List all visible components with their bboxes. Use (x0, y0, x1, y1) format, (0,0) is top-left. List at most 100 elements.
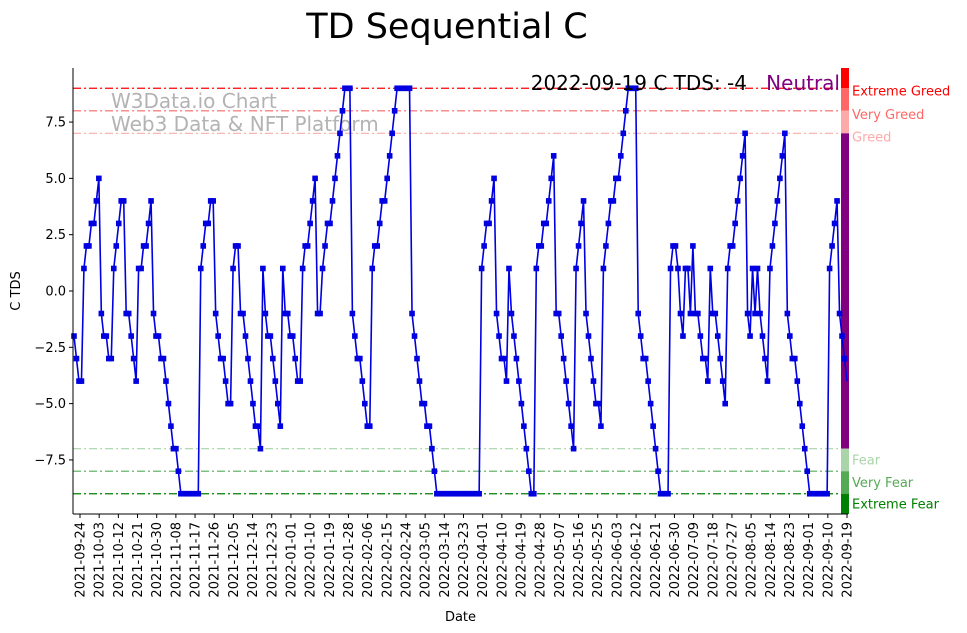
data-point (804, 468, 811, 475)
data-point (414, 355, 420, 362)
data-point (391, 107, 398, 114)
data-point (289, 333, 296, 339)
data-point (702, 355, 709, 362)
data-point (677, 310, 684, 317)
data-point (215, 333, 221, 339)
zone-label-very-fear: Very Fear (852, 476, 914, 491)
data-point (357, 355, 363, 362)
data-point (595, 400, 602, 407)
data-point (369, 265, 376, 272)
y-tick-label: 7.5 (45, 116, 66, 131)
x-axis-ticks: 2021-09-24 2021-10-03 2021-10-12 2021-10-21… (74, 514, 856, 598)
data-point (200, 243, 207, 249)
data-point (227, 400, 234, 407)
data-point (560, 355, 567, 362)
data-point (714, 333, 721, 339)
x-tick-label: 2022-01-19 (323, 522, 338, 598)
zone-label-very-greed: Very Greed (852, 108, 924, 123)
x-tick-label: 2022-07-09 (687, 522, 702, 598)
data-point (667, 265, 674, 272)
x-tick-label: 2022-04-10 (495, 522, 510, 598)
data-point (501, 355, 507, 362)
data-point (168, 423, 174, 429)
data-point (279, 265, 286, 272)
data-point (550, 153, 557, 159)
data-point (521, 423, 527, 429)
data-point (555, 310, 562, 317)
data-point (312, 175, 318, 182)
data-point (299, 265, 306, 272)
data-point (210, 198, 216, 204)
data-point (732, 220, 738, 227)
x-tick-label: 2022-07-27 (725, 522, 740, 598)
x-tick-label: 2021-12-05 (227, 522, 242, 598)
data-point (409, 310, 415, 317)
data-point (769, 243, 776, 249)
data-point (160, 355, 167, 362)
data-point (270, 355, 276, 362)
data-point (197, 265, 204, 272)
data-point (384, 175, 390, 182)
data-point (615, 175, 622, 182)
data-point (255, 423, 261, 429)
data-point (545, 198, 552, 204)
zone-label-extreme-fear: Extreme Fear (852, 498, 940, 513)
x-tick-label: 2021-12-14 (246, 522, 261, 598)
data-point (739, 153, 746, 159)
x-tick-label: 2022-03-14 (438, 522, 453, 598)
data-point (242, 333, 249, 339)
data-point (376, 220, 383, 227)
x-tick-label: 2022-07-18 (706, 522, 721, 598)
data-point (257, 445, 264, 452)
x-tick-label: 2021-11-08 (169, 522, 184, 598)
watermark-line-2: Web3 Data & NFT Platform (111, 112, 379, 136)
data-point (792, 355, 798, 362)
x-tick-label: 2022-09-19 (841, 522, 856, 598)
data-point (337, 130, 343, 137)
data-point (799, 423, 806, 429)
series-layer (71, 85, 848, 497)
x-tick-label: 2022-02-24 (399, 522, 414, 598)
data-point (757, 310, 763, 317)
data-point (277, 423, 284, 429)
y-tick-label: −7.5 (34, 453, 66, 468)
data-point (411, 333, 418, 339)
data-point (205, 220, 212, 227)
threshold-lines (73, 87, 841, 495)
data-point (406, 85, 413, 92)
data-point (605, 220, 612, 227)
data-point (836, 310, 843, 317)
x-tick-label: 2022-04-19 (515, 522, 530, 598)
data-point (230, 265, 236, 272)
watermark: W3Data.io Chart Web3 Data & NFT Platform (111, 89, 379, 136)
data-point (687, 310, 694, 317)
data-point (145, 220, 152, 227)
data-point (212, 310, 219, 317)
zone-label-extreme-greed: Extreme Greed (852, 84, 950, 99)
data-point (511, 333, 517, 339)
data-point (488, 198, 495, 204)
data-point (767, 265, 773, 272)
data-point (86, 243, 92, 249)
data-point (752, 310, 758, 317)
x-tick-label: 2021-11-26 (208, 522, 223, 598)
data-point (618, 153, 624, 159)
data-point (829, 243, 835, 249)
data-point (113, 243, 120, 249)
data-point (742, 130, 748, 137)
data-point (580, 198, 587, 204)
data-point (603, 243, 609, 249)
data-point (260, 265, 266, 272)
watermark-line-1: W3Data.io Chart (111, 89, 277, 113)
data-point (565, 400, 572, 407)
data-point (374, 243, 381, 249)
data-point (610, 198, 617, 204)
data-point (665, 490, 671, 497)
data-point (685, 265, 691, 272)
data-point (235, 243, 241, 249)
data-point (173, 445, 179, 452)
zone-labels: Extreme Greed Very Greed Greed Fear Very Fea… (852, 84, 950, 512)
zone-label-greed: Greed (852, 130, 891, 145)
data-point (508, 310, 515, 317)
